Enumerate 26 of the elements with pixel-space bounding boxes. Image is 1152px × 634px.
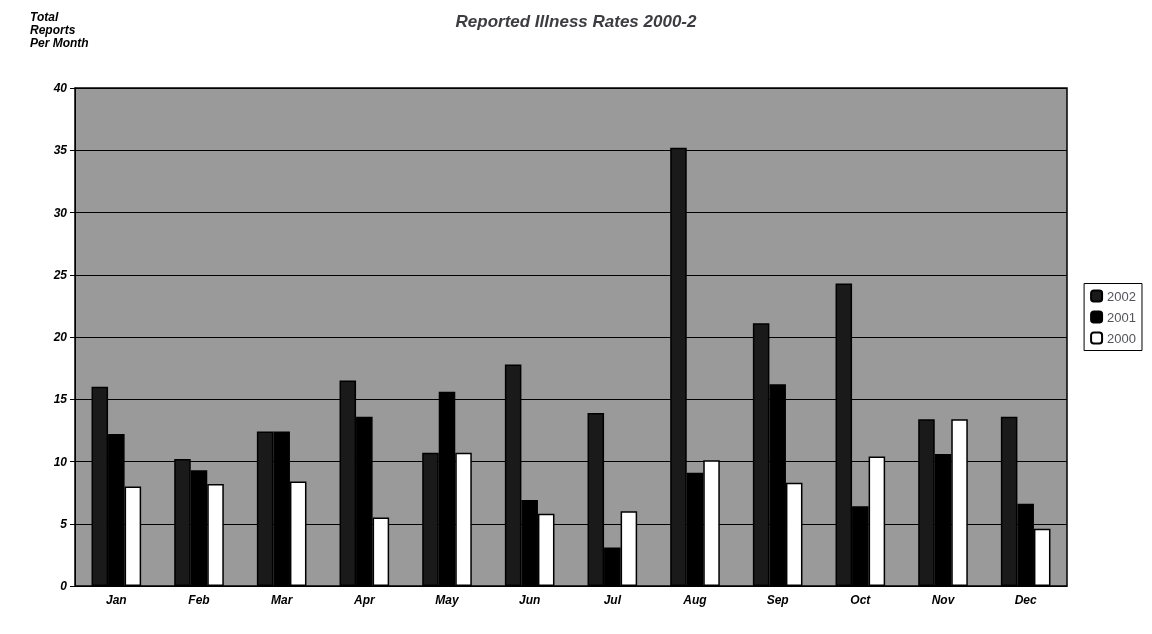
x-tick-label: Mar	[270, 593, 294, 607]
legend-label: 2000	[1107, 330, 1136, 346]
legend-label: 2001	[1107, 309, 1136, 325]
x-tick-label: Jan	[105, 593, 127, 607]
x-tick-label: Aug	[682, 593, 708, 607]
y-tick-label: 5	[60, 516, 68, 531]
x-tick-label: Apr	[353, 593, 376, 607]
y-tick-label: 10	[53, 454, 68, 469]
y-axis-title: Total Reports Per Month	[30, 9, 89, 50]
y-tick-label: 15	[53, 392, 68, 407]
x-tick-label: Dec	[1014, 593, 1037, 607]
y-tick-label: 25	[52, 267, 68, 282]
legend-label: 2002	[1107, 288, 1136, 304]
x-tick-label: Sep	[766, 593, 789, 607]
y-tick-label: 20	[52, 330, 68, 344]
x-tick-label: Jul	[603, 593, 622, 607]
x-tick-label: Oct	[850, 593, 872, 607]
x-tick-label: May	[435, 593, 460, 607]
y-tick-label: 40	[52, 81, 68, 95]
chart-title: Reported Illness Rates 2000-2	[455, 12, 698, 31]
x-tick-label: Feb	[188, 593, 210, 607]
x-tick-label: Jun	[518, 593, 541, 607]
y-tick-label: 30	[53, 205, 68, 220]
y-tick-label: 35	[53, 143, 68, 158]
x-tick-label: Nov	[931, 593, 956, 607]
y-tick-label: 0	[60, 579, 68, 593]
